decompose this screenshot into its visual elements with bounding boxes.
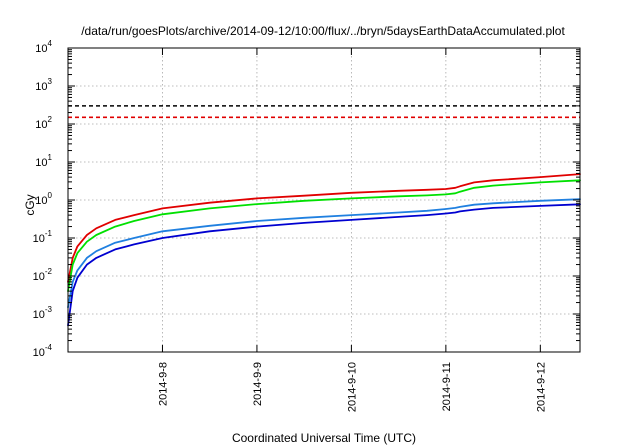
series-line [67, 179, 581, 293]
y-tick-label: 103 [35, 77, 52, 93]
y-axis-label: cGy [23, 194, 37, 215]
y-tick-exponent: -4 [45, 343, 53, 352]
y-tick-exponent: 4 [48, 39, 53, 48]
y-tick-label: 101 [35, 153, 52, 169]
y-tick-base: 10 [35, 157, 47, 169]
series-line [67, 173, 581, 283]
y-tick-base: 10 [35, 43, 47, 55]
y-tick-label: 100 [35, 191, 52, 207]
reference-lines [68, 105, 580, 119]
y-tick-label: 10-2 [33, 267, 53, 283]
series-line [67, 198, 581, 309]
y-tick-base: 10 [33, 271, 45, 283]
y-tick-label: 102 [35, 115, 52, 131]
chart-title: /data/run/goesPlots/archive/2014-09-12/1… [81, 24, 565, 38]
y-tick-exponent: 1 [48, 153, 53, 162]
x-tick-label: 2014-9-10 [346, 362, 358, 412]
y-tick-base: 10 [33, 233, 45, 245]
x-tick-label: 2014-9-11 [441, 362, 453, 411]
y-tick-base: 10 [35, 119, 47, 131]
y-tick-exponent: -1 [45, 229, 53, 238]
series-line [67, 203, 581, 327]
y-tick-exponent: 3 [48, 77, 53, 86]
y-tick-base: 10 [33, 347, 45, 359]
x-axis-label: Coordinated Universal Time (UTC) [232, 431, 416, 445]
tick-layer [68, 47, 580, 353]
y-tick-exponent: 0 [48, 191, 53, 200]
y-tick-exponent: -2 [45, 267, 53, 276]
x-tick-label: 2014-9-8 [157, 362, 169, 406]
y-tick-exponent: 2 [48, 115, 53, 124]
y-tick-label: 10-3 [33, 305, 53, 321]
y-tick-label: 104 [35, 39, 52, 55]
y-tick-label: 10-1 [33, 229, 53, 245]
series-layer [67, 173, 581, 327]
x-tick-labels: 2014-9-8 2014-9-9 2014-9-10 2014-9-11 2014-9… [157, 362, 547, 412]
y-tick-label: 10-4 [33, 343, 53, 359]
y-tick-exponent: -3 [45, 305, 53, 314]
y-tick-base: 10 [33, 309, 45, 321]
x-tick-label: 2014-9-12 [535, 362, 547, 412]
x-tick-label: 2014-9-9 [252, 362, 264, 406]
y-tick-base: 10 [35, 81, 47, 93]
y-tick-base: 10 [35, 195, 47, 207]
